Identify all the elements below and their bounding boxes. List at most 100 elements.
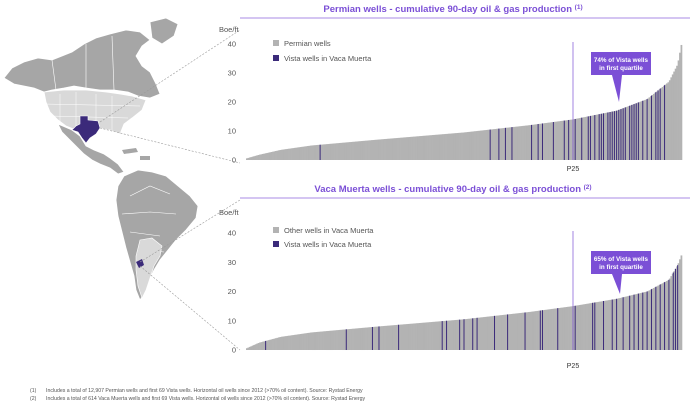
well-bar [536,310,539,351]
well-bar [421,322,424,351]
well-bar [558,121,561,160]
well-bar [604,112,607,161]
well-bar [519,313,521,351]
well-bar [487,316,490,350]
well-bar [381,139,383,160]
well-bar [308,332,311,351]
footnote-number: (1) [30,388,37,394]
well-bar [594,114,597,160]
well-bar [392,325,395,350]
well-bar [503,314,505,350]
well-bar [369,327,372,350]
well-bar [465,132,468,160]
well-bar [360,327,363,351]
well-bar [552,308,555,350]
well-bar [658,89,661,160]
well-bar [578,305,581,350]
well-bar [461,319,463,351]
well-bar [360,141,363,161]
well-bar [632,294,635,350]
well-bar [400,324,402,350]
well-bar [455,133,458,161]
well-bar [554,308,556,351]
well-bar [475,131,478,161]
well-bar [439,321,442,350]
well-bar [251,156,254,161]
well-bar [577,305,580,351]
well-bar [402,137,405,161]
well-bar [269,339,272,351]
well-bar [490,316,492,351]
well-bar [478,317,481,351]
well-bar [453,320,456,350]
well-bar [469,131,472,161]
well-bar [340,142,343,160]
well-bar [501,314,504,351]
well-bar [292,148,295,160]
annotation-box: 74% of Vista wells in first quartile [591,52,651,102]
p25-label: P25 [567,363,580,370]
well-bar [308,145,311,161]
well-bar [548,309,551,351]
well-bar [426,322,428,350]
y-tick-labels: 0 10 20 30 40 [228,229,236,355]
well-bar [554,121,556,160]
well-bar [333,330,335,350]
well-bar [376,139,379,160]
well-bar [478,130,481,160]
well-bar [464,319,466,350]
well-bar [481,130,484,160]
well-bar [520,312,523,350]
well-bar [482,317,485,351]
y-axis-label: Boe/ft [219,25,240,34]
well-bar [440,134,443,161]
well-bar [570,306,572,350]
well-bar [571,306,574,351]
well-bar [570,119,572,160]
well-bar [644,99,646,160]
well-bar [289,335,292,350]
well-bar [401,137,404,160]
well-bar [285,336,287,350]
annotation-box: 65% of Vista wells in first quartile [591,251,651,294]
well-bar [604,300,607,351]
well-bar [264,153,267,161]
well-bar [458,319,460,351]
well-bar [429,135,431,160]
well-bar [321,144,324,161]
well-bar [356,328,359,350]
well-bar [317,144,319,160]
well-bar [378,139,381,160]
well-bar [416,323,418,350]
well-bar [626,296,629,351]
mexico-shape [57,123,125,175]
well-bar [421,135,424,161]
legend-label: Vista wells in Vaca Muerta [284,54,372,63]
well-bar [522,312,524,350]
well-bar [413,323,415,351]
well-bar [260,154,263,160]
well-bar [642,100,645,161]
well-bar [261,341,264,351]
well-bar [432,135,434,160]
well-bar [664,281,667,350]
well-bar [536,124,539,160]
well-bar [450,133,453,160]
well-bar [349,329,351,351]
well-bar [638,102,641,160]
well-bar [484,316,487,351]
well-bar [317,331,319,350]
well-bar [299,147,302,161]
well-bar [555,121,558,161]
well-bar [513,313,516,351]
well-bar [446,320,449,350]
well-bar [247,347,250,351]
well-bar [660,284,662,350]
well-bar [452,320,455,351]
well-bar [516,313,519,350]
well-bar [439,134,442,161]
well-bar [639,101,642,160]
footnote: (1) Includes a total of 12,907 Permian we… [30,388,670,396]
well-bar [564,307,567,350]
